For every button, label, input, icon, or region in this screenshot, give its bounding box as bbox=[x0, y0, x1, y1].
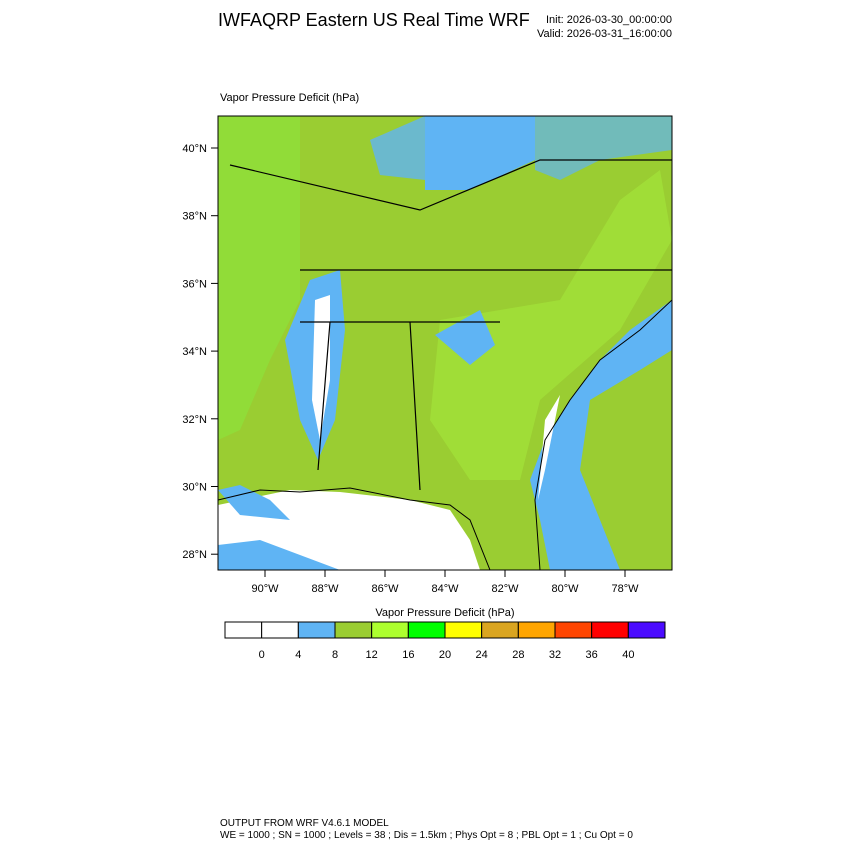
lat-tick-label: 32°N bbox=[182, 414, 207, 426]
colorbar-box bbox=[334, 621, 373, 639]
very-low-vpd bbox=[312, 295, 330, 440]
lat-tick-label: 40°N bbox=[182, 143, 207, 155]
colorbar-label: 20 bbox=[439, 649, 451, 661]
gulf-low-vpd bbox=[218, 540, 340, 570]
lon-tick-label: 88°W bbox=[311, 583, 339, 595]
lat-tick-label: 28°N bbox=[182, 549, 207, 561]
colorbar-box bbox=[481, 621, 519, 639]
low-vpd bbox=[425, 116, 535, 190]
coast-low-vpd bbox=[218, 485, 290, 520]
init-time: Init: 2026-03-30_00:00:00 bbox=[546, 14, 672, 26]
colorbar-box bbox=[224, 621, 263, 639]
colorbar-box bbox=[627, 621, 666, 639]
coastal-white bbox=[538, 395, 560, 500]
colorbar-title: Vapor Pressure Deficit (hPa) bbox=[375, 607, 514, 619]
colorbar-box bbox=[407, 621, 446, 639]
colorbar-label: 40 bbox=[622, 649, 634, 661]
colorbar-box bbox=[444, 621, 483, 639]
lon-tick-label: 82°W bbox=[491, 583, 519, 595]
green-region bbox=[218, 116, 300, 440]
low-vpd bbox=[535, 116, 672, 180]
map-label: Vapor Pressure Deficit (hPa) bbox=[220, 92, 359, 104]
colorbar-label: 0 bbox=[259, 649, 265, 661]
footer-line: WE = 1000 ; SN = 1000 ; Levels = 38 ; Di… bbox=[220, 830, 633, 841]
low-vpd bbox=[370, 116, 425, 180]
lat-tick-label: 36°N bbox=[182, 278, 207, 290]
lon-tick-label: 84°W bbox=[431, 583, 459, 595]
state-borders bbox=[229, 159, 672, 491]
lon-tick-label: 86°W bbox=[371, 583, 399, 595]
green-region bbox=[430, 170, 672, 480]
lon-tick-label: 78°W bbox=[611, 583, 639, 595]
title: IWFAQRP Eastern US Real Time WRF bbox=[218, 10, 530, 30]
colorbar-label: 24 bbox=[476, 649, 488, 661]
atlantic-region bbox=[580, 350, 672, 570]
colorbar-label: 28 bbox=[512, 649, 524, 661]
lat-tick-label: 30°N bbox=[182, 482, 207, 494]
coastline bbox=[218, 299, 672, 570]
colorbar-box bbox=[297, 621, 336, 639]
colorbar-box bbox=[554, 621, 593, 639]
colorbar-label: 12 bbox=[366, 649, 378, 661]
colorbar-label: 8 bbox=[332, 649, 338, 661]
colorbar-label: 4 bbox=[295, 649, 301, 661]
valid-time: Valid: 2026-03-31_16:00:00 bbox=[537, 28, 672, 40]
colorbar-label: 36 bbox=[586, 649, 598, 661]
colorbar-label: 16 bbox=[402, 649, 414, 661]
lon-tick-label: 90°W bbox=[251, 583, 279, 595]
colorbar-box bbox=[517, 621, 556, 639]
colorbar-box bbox=[591, 621, 629, 639]
lat-tick-label: 38°N bbox=[182, 211, 207, 223]
colorbar-box bbox=[371, 621, 409, 639]
colorbar-box bbox=[261, 621, 299, 639]
lon-tick-label: 80°W bbox=[551, 583, 579, 595]
lat-tick-label: 34°N bbox=[182, 346, 207, 358]
footer-line: OUTPUT FROM WRF V4.6.1 MODEL bbox=[220, 818, 389, 829]
low-vpd bbox=[435, 310, 495, 365]
colorbar-label: 32 bbox=[549, 649, 561, 661]
map bbox=[218, 116, 672, 570]
